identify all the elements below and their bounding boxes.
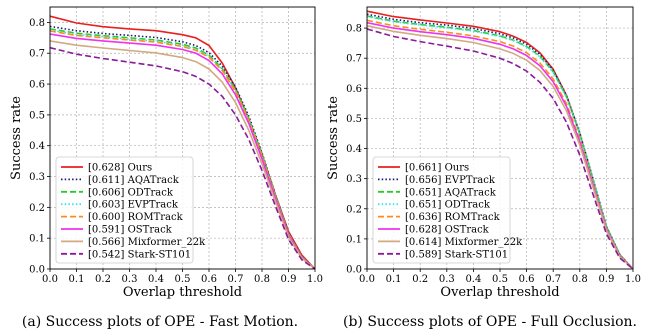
y-tick-label: 0.6	[346, 84, 362, 95]
x-tick-label: 0.1	[69, 274, 85, 285]
y-ticks: 0.0 0.1 0.2 0.3 0.4 0.5 0.6 0.7 0.8	[29, 18, 50, 276]
chart-panel-fast-motion: 0.0 0.1 0.2 0.3 0.4 0.5 0.6 0.7 0.8 0.9 1.0 0.0 0.1…	[9, 6, 323, 330]
legend-label-0: [0.661] Ours	[405, 163, 469, 174]
x-tick-label: 0.0	[359, 274, 375, 285]
x-tick-label: 0.4	[148, 274, 164, 285]
x-tick-label: 0.0	[42, 274, 58, 285]
x-tick-label: 0.8	[254, 274, 270, 285]
y-tick-label: 0.5	[346, 114, 362, 125]
y-ticks: 0.0 0.1 0.2 0.3 0.4 0.5 0.6 0.7 0.8	[346, 24, 367, 276]
y-tick-label: 0.7	[29, 49, 45, 60]
series-line-7	[366, 28, 634, 270]
legend-label-3: [0.651] ODTrack	[405, 200, 491, 211]
legend-label-4: [0.636] ROMTrack	[405, 212, 501, 223]
legend-label-4: [0.600] ROMTrack	[88, 212, 184, 223]
y-tick-label: 0.2	[346, 204, 362, 215]
series-line-5	[49, 33, 316, 270]
x-tick-label: 0.3	[122, 274, 138, 285]
series-line-6	[366, 24, 634, 270]
x-tick-label: 0.5	[175, 274, 191, 285]
y-tick-label: 0.4	[346, 144, 362, 155]
series-lines	[366, 10, 634, 270]
x-tick-label: 0.4	[465, 274, 481, 285]
legend-label-2: [0.606] ODTrack	[88, 187, 174, 198]
x-tick-label: 0.8	[572, 274, 588, 285]
x-tick-label: 0.9	[598, 274, 614, 285]
y-axis-label: Success rate	[326, 96, 341, 180]
x-tick-label: 0.6	[519, 274, 535, 285]
y-tick-label: 0.6	[29, 80, 45, 91]
y-tick-label: 0.3	[346, 174, 362, 185]
series-line-1	[366, 13, 634, 270]
legend: [0.628] Ours[0.611] AQATrack[0.606] ODTr…	[55, 156, 206, 264]
legend-label-6: [0.566] Mixformer_22k	[88, 237, 206, 248]
legend-label-1: [0.611] AQATrack	[88, 175, 180, 186]
x-tick-label: 0.2	[95, 274, 111, 285]
series-line-3	[366, 15, 634, 270]
legend-label-1: [0.656] EVPTrack	[405, 175, 496, 186]
caption: (b) Success plots of OPE - Full Occlusio…	[343, 314, 637, 330]
y-tick-label: 0.8	[346, 24, 362, 35]
x-tick-label: 0.7	[545, 274, 561, 285]
legend-box	[372, 156, 511, 264]
legend-label-7: [0.542] Stark-ST101	[88, 249, 191, 260]
legend-label-5: [0.591] OSTrack	[88, 225, 173, 236]
y-tick-label: 0.7	[346, 54, 362, 65]
y-tick-label: 0.1	[346, 234, 362, 245]
legend-label-3: [0.603] EVPTrack	[88, 200, 179, 211]
y-tick-label: 0.0	[346, 265, 362, 276]
series-line-7	[49, 46, 316, 270]
y-axis-label: Success rate	[9, 96, 24, 180]
y-tick-label: 0.4	[29, 141, 45, 152]
legend: [0.661] Ours[0.656] EVPTrack[0.651] AQAT…	[372, 156, 523, 264]
legend-label-0: [0.628] Ours	[88, 163, 152, 174]
x-tick-label: 0.1	[386, 274, 402, 285]
legend-box	[55, 156, 194, 264]
x-tick-label: 0.6	[201, 274, 217, 285]
y-tick-label: 0.1	[29, 234, 45, 245]
y-tick-label: 0.8	[29, 18, 45, 29]
legend-label-2: [0.651] AQATrack	[405, 187, 497, 198]
x-tick-label: 0.7	[228, 274, 244, 285]
x-tick-label: 0.2	[412, 274, 428, 285]
legend-label-7: [0.589] Stark-ST101	[405, 249, 508, 260]
chart-panel-full-occlusion: 0.0 0.1 0.2 0.3 0.4 0.5 0.6 0.7 0.8 0.9 1.0 0.0 0.1…	[326, 6, 641, 330]
series-lines	[49, 15, 316, 270]
y-tick-label: 0.0	[29, 265, 45, 276]
x-tick-label: 1.0	[625, 274, 641, 285]
x-tick-label: 0.5	[492, 274, 508, 285]
x-ticks: 0.0 0.1 0.2 0.3 0.4 0.5 0.6 0.7 0.8 0.9 1.0	[359, 269, 641, 285]
caption: (a) Success plots of OPE - Fast Motion.	[22, 314, 298, 330]
x-tick-label: 0.3	[439, 274, 455, 285]
x-tick-label: 1.0	[307, 274, 323, 285]
legend-label-6: [0.614] Mixformer_22k	[405, 237, 523, 248]
x-tick-label: 0.9	[281, 274, 297, 285]
legend-label-5: [0.628] OSTrack	[405, 225, 490, 236]
y-tick-label: 0.3	[29, 172, 45, 183]
x-axis-label: Overlap threshold	[440, 285, 559, 300]
y-tick-label: 0.2	[29, 203, 45, 214]
x-ticks: 0.0 0.1 0.2 0.3 0.4 0.5 0.6 0.7 0.8 0.9 1.0	[42, 269, 323, 285]
series-line-6	[49, 40, 316, 270]
y-tick-label: 0.5	[29, 110, 45, 121]
x-axis-label: Overlap threshold	[123, 285, 242, 300]
